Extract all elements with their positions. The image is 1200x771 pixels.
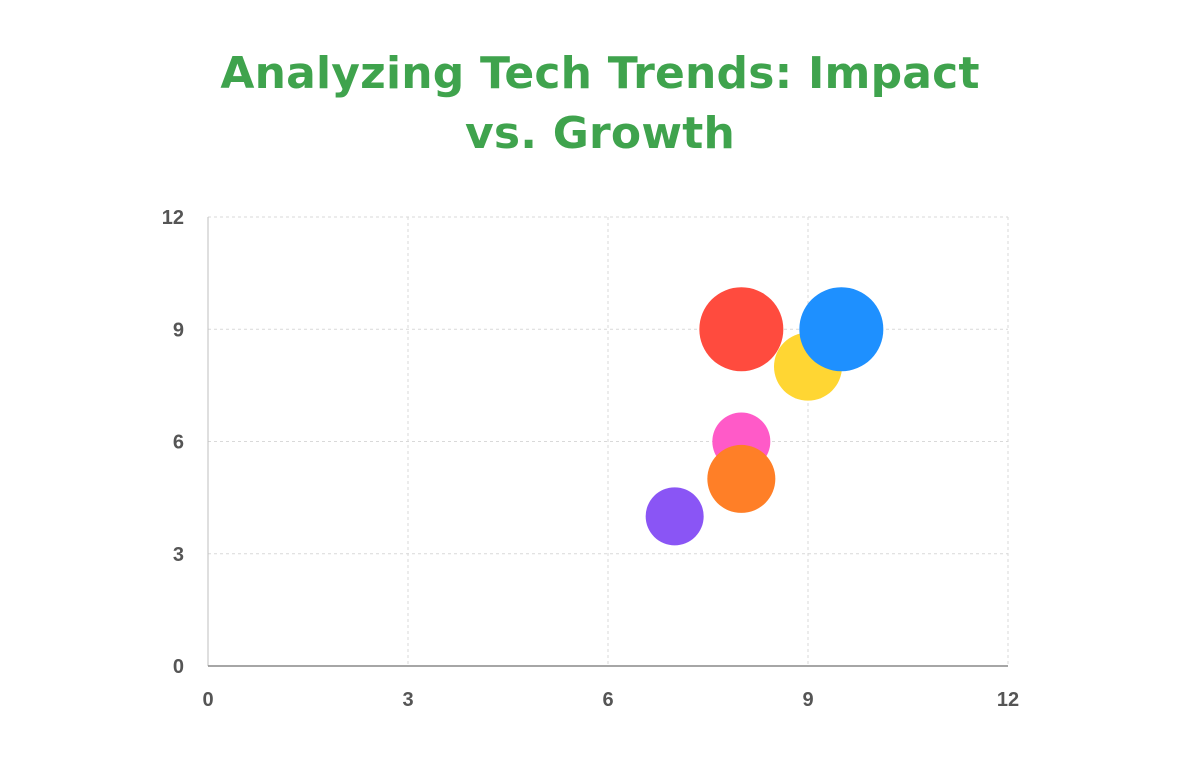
bubble (707, 444, 776, 513)
y-tick-label: 9 (173, 319, 184, 341)
y-tick-label: 6 (173, 432, 184, 454)
x-tick-label: 3 (402, 689, 413, 711)
x-tick-label: 9 (802, 689, 813, 711)
bubble (645, 487, 704, 546)
x-tick-label: 12 (997, 689, 1019, 711)
chart-title-line-1: Analyzing Tech Trends: Impact (220, 48, 980, 99)
x-tick-label: 6 (602, 689, 613, 711)
tick-labels: 0 3 6 9 12 0 3 6 9 12 (162, 207, 1019, 711)
axes (207, 217, 1008, 667)
y-tick-label: 3 (173, 544, 184, 566)
chart-title: Analyzing Tech Trends: Impact vs. Growth (0, 44, 1200, 164)
y-tick-label: 12 (162, 207, 184, 229)
bubbles (645, 287, 884, 546)
y-tick-label: 0 (173, 656, 184, 678)
x-tick-label: 0 (202, 689, 213, 711)
chart-title-line-2: vs. Growth (465, 108, 735, 159)
grid-lines (208, 216, 1009, 666)
bubble (699, 287, 784, 372)
bubble (799, 287, 884, 372)
